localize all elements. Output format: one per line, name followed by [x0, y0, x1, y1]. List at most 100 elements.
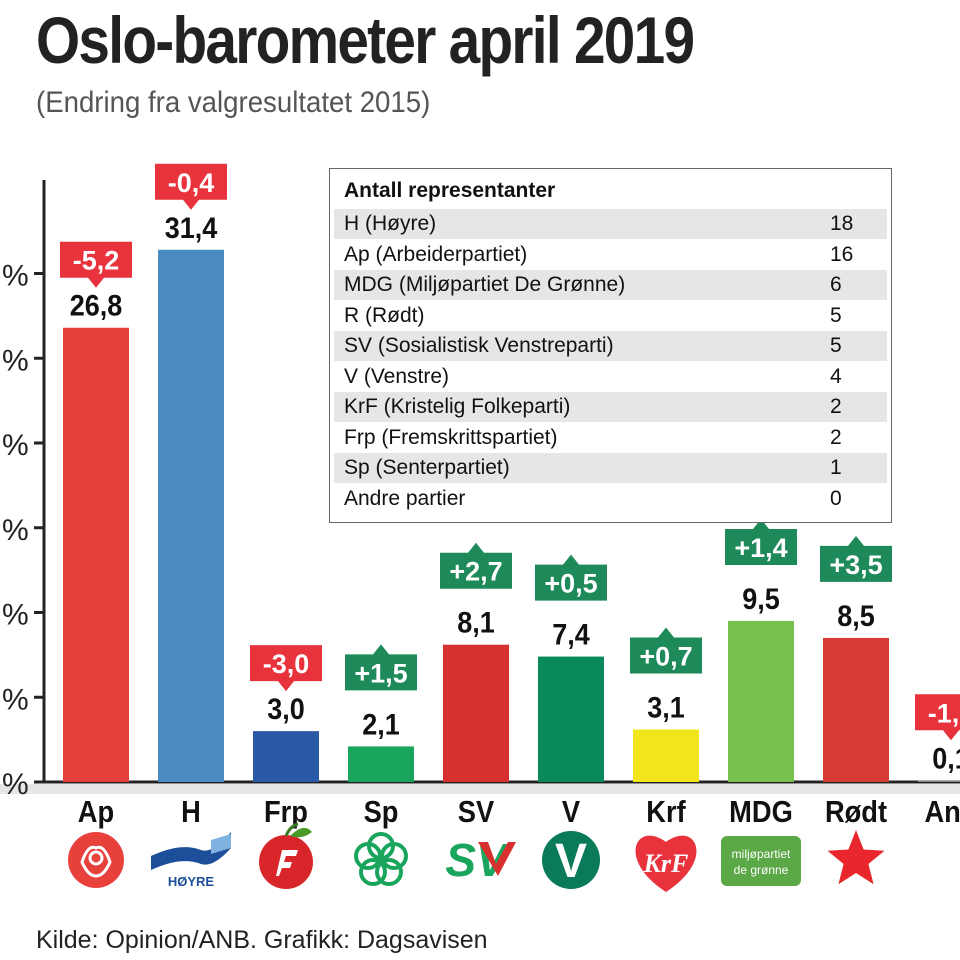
mdg-text-2: de grønne [734, 863, 789, 877]
v-icon: V [542, 831, 600, 889]
category-label: MDG [729, 795, 793, 829]
seats-party-name: Frp (Fremskrittspartiet) [344, 425, 558, 449]
change-badge-increase: +0,7 [630, 627, 702, 674]
seats-table-row: R (Rødt) 5 [334, 301, 887, 331]
bar-sp [348, 746, 414, 782]
seats-table-row: Frp (Fremskrittspartiet) 2 [334, 423, 887, 453]
change-badge-shape [820, 535, 892, 582]
rose-center [88, 850, 104, 866]
y-tick-label: % [2, 514, 29, 547]
y-tick-label: % [2, 768, 29, 801]
category-label: Krf [646, 795, 686, 829]
bar-mdg [728, 620, 794, 782]
bar-v [538, 656, 604, 782]
rose-icon [68, 832, 124, 888]
clover-icon [354, 832, 408, 886]
seats-party-name: MDG (Miljøpartiet De Grønne) [344, 273, 626, 296]
change-badge-shape [440, 542, 512, 589]
change-badge-shape [345, 644, 417, 691]
clover-leaf [354, 842, 382, 870]
clover-leaf [359, 858, 387, 886]
sv-icon: SV [445, 834, 516, 886]
star-shape [827, 830, 885, 885]
mdg-box [721, 836, 801, 886]
seats-table-title: Antall representanter [344, 179, 556, 202]
seats-count: 6 [830, 273, 842, 296]
bar-krf [633, 729, 699, 782]
value-label: 0,1 [932, 742, 960, 776]
v-logo-text: V [555, 835, 587, 888]
rose-shape [68, 832, 124, 888]
change-label: +0,7 [639, 641, 692, 671]
change-badge-increase: +2,7 [440, 542, 512, 589]
seats-table-row: MDG (Miljøpartiet De Grønne) 6 [334, 270, 887, 300]
mdg-text-1: miljøpartiet [732, 847, 791, 861]
hoyre-text: HØYRE [168, 874, 215, 889]
bar-frp [253, 731, 319, 782]
value-label: 31,4 [165, 211, 218, 245]
bar-h [158, 249, 224, 782]
change-badge-increase: +1,5 [345, 644, 417, 691]
category-label: SV [458, 795, 495, 829]
category-label: V [562, 795, 581, 829]
chart-title: Oslo-barometer april 2019 [36, 3, 695, 77]
change-label: -5,2 [73, 246, 120, 276]
seats-count: 16 [830, 242, 854, 266]
sv-red-v [478, 842, 516, 876]
change-badge-shape [535, 554, 607, 601]
v-circle [542, 831, 600, 889]
change-badge-decrease: -1,1 [915, 694, 960, 741]
change-badge-increase: +1,4 [725, 518, 797, 565]
change-label: +1,4 [734, 533, 787, 563]
change-badge-increase: +0,5 [535, 554, 607, 601]
change-label: +1,5 [354, 658, 407, 688]
value-label: 7,4 [552, 618, 590, 652]
change-label: +3,5 [829, 550, 882, 580]
seats-table-row: Ap (Arbeiderpartiet) 16 [334, 240, 887, 270]
change-badge-decrease: -5,2 [60, 241, 132, 288]
seats-table-row: V (Venstre) 4 [334, 362, 887, 392]
change-badge-decrease: -3,0 [250, 645, 322, 692]
seats-count: 18 [830, 212, 854, 235]
bar-ap [63, 327, 129, 782]
y-tick-label: % [2, 344, 29, 377]
category-label: Ap [78, 795, 114, 829]
baseline-strip [0, 784, 960, 794]
apple-icon [259, 822, 313, 889]
change-badge-shape [725, 518, 797, 565]
value-label: 9,5 [742, 583, 780, 617]
chart-subtitle: (Endring fra valgresultatet 2015) [36, 86, 431, 119]
bar-rødt [823, 637, 889, 782]
bar-sv [443, 644, 509, 782]
change-badge-shape [155, 163, 227, 210]
seats-party-name: R (Rødt) [344, 303, 425, 327]
value-label: 26,8 [70, 289, 123, 323]
change-label: +0,5 [544, 569, 597, 599]
change-badge-shape [630, 627, 702, 674]
category-label: Rødt [825, 795, 887, 829]
seats-table-row: SV (Sosialistisk Venstreparti) 5 [334, 331, 887, 361]
hoyre-icon: HØYRE [151, 832, 231, 889]
y-tick-label: % [2, 260, 29, 293]
change-label: -3,0 [263, 649, 310, 679]
seats-party-name: SV (Sosialistisk Venstreparti) [344, 334, 614, 357]
seats-count: 1 [830, 456, 842, 479]
change-label: +2,7 [449, 557, 502, 587]
krf-logo-text: KrF [643, 849, 689, 878]
change-badge-decrease: -0,4 [155, 163, 227, 210]
value-label: 3,0 [267, 693, 305, 727]
bar-chart: %%%%%%% 26,8 -5,2 Ap 31,4 -0,4 H HØYRE 3,0 -3,0 Fr… [0, 163, 960, 892]
change-label: -1,1 [928, 698, 960, 728]
seats-party-name: Andre partier [344, 486, 466, 510]
category-label: H [181, 795, 201, 829]
hoyre-flag [151, 832, 231, 870]
krf-heart [635, 835, 697, 892]
seats-table-row: Sp (Senterpartiet) 1 [334, 453, 887, 483]
seats-table: Antall representanter H (Høyre) 18 Ap (Arb… [329, 168, 892, 523]
value-label: 8,1 [457, 606, 495, 640]
seats-party-name: Ap (Arbeiderpartiet) [344, 242, 528, 266]
value-label: 3,1 [647, 691, 685, 725]
source-credit: Kilde: Opinion/ANB. Grafikk: Dagsavisen [36, 926, 488, 954]
seats-count: 5 [830, 334, 842, 357]
mdg-icon: miljøpartiet de grønne [721, 836, 801, 886]
